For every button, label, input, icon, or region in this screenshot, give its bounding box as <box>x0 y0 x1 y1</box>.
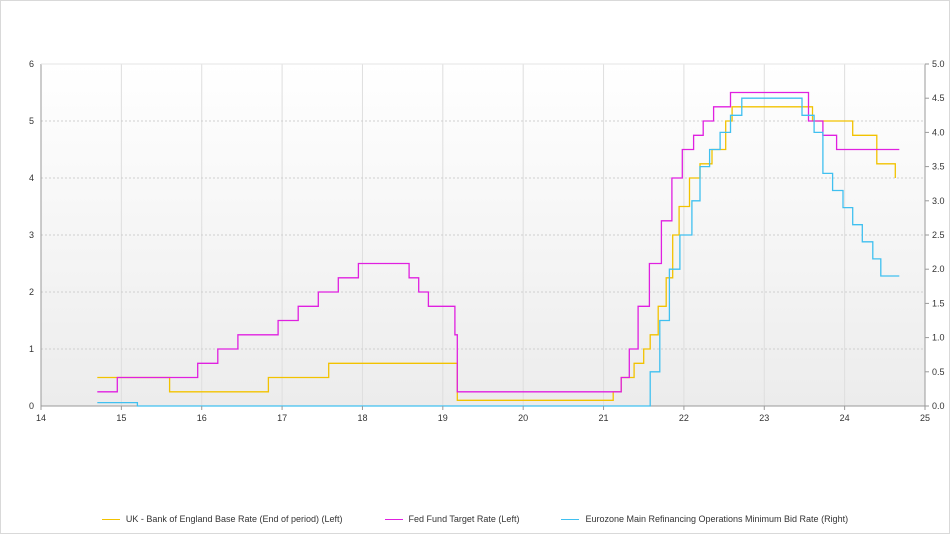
y-right-tick-label: 1.5 <box>932 298 945 308</box>
legend-label: Eurozone Main Refinancing Operations Min… <box>585 514 849 524</box>
y-left-tick-label: 2 <box>29 287 34 297</box>
y-right-tick-label: 3.0 <box>932 196 945 206</box>
y-right-tick-label: 2.0 <box>932 264 945 274</box>
legend-swatch <box>561 518 580 520</box>
x-tick-label: 19 <box>438 413 448 423</box>
x-tick-label: 25 <box>920 413 930 423</box>
y-right-tick-label: 3.5 <box>932 162 945 172</box>
series-line-3 <box>97 97 900 407</box>
x-tick-label: 23 <box>759 413 769 423</box>
y-left-tick-label: 4 <box>29 173 34 183</box>
x-tick-label: 22 <box>679 413 689 423</box>
legend-label: UK - Bank of England Base Rate (End of p… <box>125 514 343 524</box>
x-tick-label: 18 <box>357 413 367 423</box>
y-right-tick-label: 2.5 <box>932 230 945 240</box>
y-left-tick-label: 5 <box>29 116 34 126</box>
legend-swatch <box>384 518 403 520</box>
y-left-tick-label: 3 <box>29 230 34 240</box>
legend-swatch <box>101 518 120 520</box>
tick-labels: 14 15 16 17 18 19 20 21 22 23 24 2501234560.00.51.0… <box>29 59 945 423</box>
y-right-tick-label: 4.0 <box>932 127 945 137</box>
y-left-tick-label: 6 <box>29 59 34 69</box>
x-tick-label: 14 <box>36 413 46 423</box>
x-tick-label: 16 <box>197 413 207 423</box>
gridlines <box>41 64 925 406</box>
x-tick-label: 20 <box>518 413 528 423</box>
x-tick-label: 17 <box>277 413 287 423</box>
y-right-tick-label: 4.5 <box>932 93 945 103</box>
y-right-tick-label: 1.0 <box>932 333 945 343</box>
series-line-2 <box>97 91 900 393</box>
x-tick-label: 21 <box>599 413 609 423</box>
y-left-tick-label: 0 <box>29 401 34 411</box>
legend-label: Fed Fund Target Rate (Left) <box>408 514 520 524</box>
legend: UK - Bank of England Base Rate (End of p… <box>0 510 950 528</box>
legend-item[interactable]: UK - Bank of England Base Rate (End of p… <box>101 514 343 524</box>
y-right-tick-label: 0.0 <box>932 401 945 411</box>
legend-item[interactable]: Fed Fund Target Rate (Left) <box>384 514 520 524</box>
legend-item[interactable]: Eurozone Main Refinancing Operations Min… <box>561 514 848 524</box>
y-right-tick-label: 5.0 <box>932 59 945 69</box>
series-lines <box>97 91 900 407</box>
x-tick-label: 15 <box>116 413 126 423</box>
y-right-tick-label: 0.5 <box>932 367 945 377</box>
y-left-tick-label: 1 <box>29 344 34 354</box>
x-tick-label: 24 <box>840 413 850 423</box>
